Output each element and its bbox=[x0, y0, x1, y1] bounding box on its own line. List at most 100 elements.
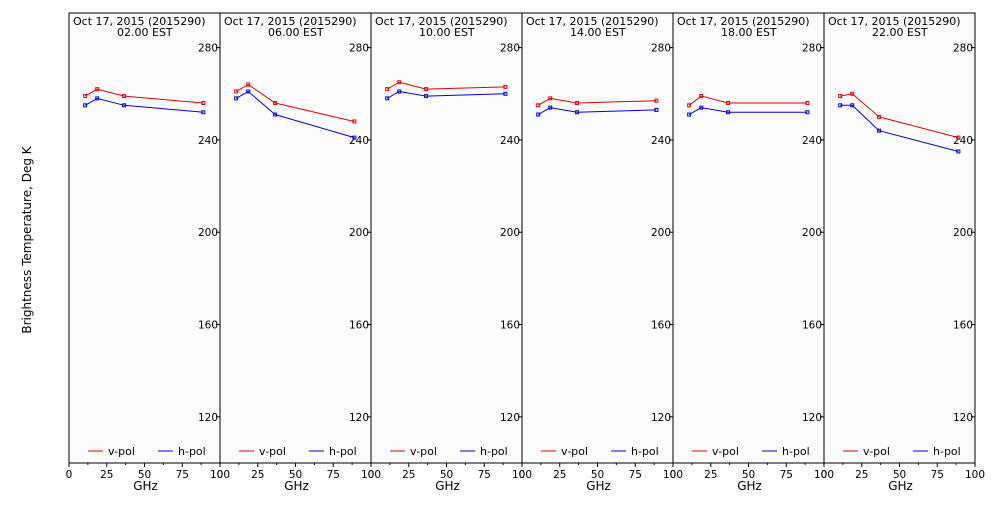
series-line-v-pol bbox=[84, 88, 204, 104]
legend-label-v-pol: v-pol bbox=[410, 445, 437, 458]
y-tick-label: 280 bbox=[500, 43, 520, 55]
panel-title-date: Oct 17, 2015 (2015290) bbox=[677, 15, 810, 28]
data-point-v-pol bbox=[83, 94, 88, 99]
data-point-v-pol bbox=[95, 87, 100, 92]
panel-title-time: 10.00 EST bbox=[419, 26, 475, 39]
y-tick-label: 240 bbox=[198, 135, 218, 147]
y-tick-label: 120 bbox=[953, 412, 973, 424]
panel-title-time: 14.00 EST bbox=[570, 26, 626, 39]
panel-title-time: 18.00 EST bbox=[721, 26, 777, 39]
x-tick-label: 50 bbox=[138, 469, 151, 481]
data-point-v-pol bbox=[654, 98, 659, 103]
panel-frame bbox=[219, 12, 372, 464]
data-point-h-pol bbox=[95, 96, 100, 101]
data-point-v-pol bbox=[397, 80, 402, 85]
data-point-h-pol bbox=[397, 89, 402, 94]
data-point-v-pol bbox=[850, 91, 855, 96]
y-tick-label: 160 bbox=[500, 320, 520, 332]
data-point-h-pol bbox=[83, 103, 88, 108]
series-line-v-pol bbox=[840, 93, 959, 139]
y-tick-label: 120 bbox=[651, 412, 671, 424]
x-tick-label: 0 bbox=[519, 469, 526, 481]
x-axis-label: GHz bbox=[737, 479, 762, 493]
panel-title-date: Oct 17, 2015 (2015290) bbox=[73, 15, 206, 28]
legend-label-h-pol: h-pol bbox=[933, 445, 961, 458]
panel-title-time: 06.00 EST bbox=[268, 26, 324, 39]
x-tick-label: 50 bbox=[742, 469, 755, 481]
data-point-v-pol bbox=[726, 101, 731, 105]
x-tick-label: 100 bbox=[361, 469, 381, 481]
legend-label-h-pol: h-pol bbox=[631, 445, 659, 458]
y-tick-label: 120 bbox=[349, 412, 369, 424]
x-tick-label: 50 bbox=[440, 469, 453, 481]
x-tick-label: 75 bbox=[629, 469, 642, 481]
panel-title-time: 22.00 EST bbox=[872, 26, 928, 39]
y-axis-label: Brightness Temperature, Deg K bbox=[20, 145, 34, 333]
panel-title-date: Oct 17, 2015 (2015290) bbox=[828, 15, 961, 28]
data-point-h-pol bbox=[503, 91, 508, 96]
x-tick-label: 100 bbox=[210, 469, 230, 481]
y-tick-label: 200 bbox=[349, 227, 369, 239]
y-tick-label: 200 bbox=[500, 227, 520, 239]
data-point-v-pol bbox=[234, 89, 239, 94]
y-tick-label: 200 bbox=[802, 227, 822, 239]
x-tick-label: 100 bbox=[512, 469, 532, 481]
data-point-v-pol bbox=[385, 87, 390, 92]
panel-5: Oct 17, 2015 (2015290)18.00 EST 120 160 200… bbox=[670, 12, 834, 493]
series-line-h-pol bbox=[386, 90, 506, 99]
legend-label-h-pol: h-pol bbox=[480, 445, 508, 458]
data-point-h-pol bbox=[699, 105, 704, 110]
data-point-h-pol bbox=[877, 128, 882, 133]
data-point-v-pol bbox=[503, 84, 508, 89]
y-tick-label: 240 bbox=[651, 135, 671, 147]
x-tick-label: 25 bbox=[251, 469, 264, 481]
data-point-h-pol bbox=[956, 149, 961, 154]
data-point-v-pol bbox=[536, 103, 541, 108]
x-tick-label: 0 bbox=[66, 469, 73, 481]
series-line-h-pol bbox=[688, 107, 808, 115]
x-tick-label: 25 bbox=[704, 469, 717, 481]
panel-title-time: 02.00 EST bbox=[117, 26, 173, 39]
panel-frame bbox=[370, 12, 523, 464]
data-point-v-pol bbox=[201, 101, 206, 105]
panel-1: Oct 17, 2015 (2015290)02.00 EST 120 160 200… bbox=[66, 12, 230, 493]
y-tick-label: 160 bbox=[953, 320, 973, 332]
series-line-h-pol bbox=[840, 104, 959, 152]
panel-4: Oct 17, 2015 (2015290)14.00 EST 120 160 200… bbox=[519, 12, 683, 493]
data-point-v-pol bbox=[687, 103, 692, 108]
data-point-h-pol bbox=[654, 107, 659, 112]
x-tick-label: 0 bbox=[368, 469, 375, 481]
legend-label-v-pol: v-pol bbox=[561, 445, 588, 458]
x-tick-label: 25 bbox=[553, 469, 566, 481]
legend-label-h-pol: h-pol bbox=[329, 445, 357, 458]
data-point-v-pol bbox=[877, 114, 882, 119]
y-tick-label: 120 bbox=[500, 412, 520, 424]
x-tick-label: 50 bbox=[893, 469, 906, 481]
data-point-h-pol bbox=[805, 110, 810, 115]
data-point-h-pol bbox=[548, 105, 553, 110]
y-tick-label: 240 bbox=[802, 135, 822, 147]
data-point-h-pol bbox=[234, 96, 239, 101]
y-tick-label: 280 bbox=[198, 43, 218, 55]
panel-title-date: Oct 17, 2015 (2015290) bbox=[526, 15, 659, 28]
x-tick-label: 0 bbox=[670, 469, 677, 481]
x-tick-label: 25 bbox=[100, 469, 113, 481]
legend-label-v-pol: v-pol bbox=[259, 445, 286, 458]
x-tick-label: 0 bbox=[217, 469, 224, 481]
data-point-v-pol bbox=[246, 82, 251, 87]
x-axis-label: GHz bbox=[284, 479, 309, 493]
panel-title-date: Oct 17, 2015 (2015290) bbox=[224, 15, 357, 28]
data-point-h-pol bbox=[850, 103, 855, 108]
panel-frame bbox=[68, 12, 221, 464]
series-line-h-pol bbox=[537, 107, 657, 115]
x-tick-label: 100 bbox=[965, 469, 985, 481]
data-point-h-pol bbox=[726, 110, 731, 115]
series-line-h-pol bbox=[235, 90, 355, 139]
panel-frame bbox=[672, 12, 825, 464]
data-point-h-pol bbox=[536, 112, 541, 117]
series-line-h-pol bbox=[84, 97, 204, 113]
panel-2: Oct 17, 2015 (2015290)06.00 EST 120 160 200… bbox=[217, 12, 381, 493]
data-point-h-pol bbox=[838, 103, 843, 108]
data-point-v-pol bbox=[548, 96, 553, 101]
